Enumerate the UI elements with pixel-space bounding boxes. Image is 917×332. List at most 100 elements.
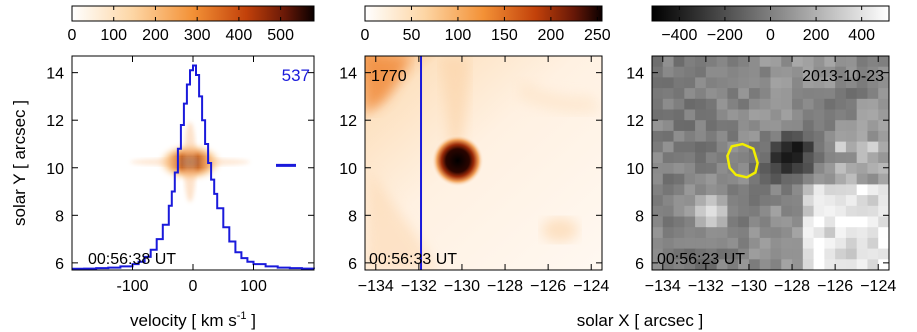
- magnetogram-pixel: [781, 173, 793, 185]
- magnetogram-pixel: [673, 98, 685, 111]
- magnetogram-pixel: [695, 98, 707, 111]
- magnetogram-pixel: [716, 120, 729, 132]
- magnetogram-pixel: [652, 237, 664, 250]
- magnetogram-pixel: [867, 120, 879, 132]
- magnetogram-pixel: [759, 237, 772, 250]
- magnetogram-pixel: [792, 163, 804, 175]
- magnetogram-pixel: [652, 56, 664, 68]
- magnetogram-pixel: [738, 152, 750, 164]
- magnetogram-pixel: [695, 184, 707, 196]
- magnetogram-pixel: [673, 130, 685, 143]
- magnetogram-pixel: [770, 259, 782, 270]
- magnetogram-pixel: [695, 216, 707, 228]
- magnetogram-pixel: [684, 163, 696, 175]
- magnetogram-pixel: [770, 109, 782, 121]
- magnetogram-pixel: [835, 205, 847, 218]
- magnetogram-pixel: [684, 205, 696, 218]
- magnetogram-pixel: [673, 237, 685, 250]
- magnetogram-pixel: [781, 56, 793, 68]
- magnetogram-pixel: [835, 173, 847, 185]
- magnetogram-pixel: [867, 98, 879, 111]
- magnetogram-pixel: [813, 237, 825, 250]
- magnetogram-pixel: [878, 88, 889, 100]
- magnetogram-pixel: [792, 141, 804, 153]
- magnetogram-pixel: [759, 77, 772, 89]
- magnetogram-pixel: [652, 120, 664, 132]
- magnetogram-pixel: [813, 120, 825, 132]
- magnetogram-pixel: [802, 163, 815, 175]
- magnetogram-pixel: [695, 152, 707, 164]
- magnetogram-pixel: [867, 248, 879, 260]
- colorbar-tick-label: 250: [584, 27, 611, 44]
- magnetogram-pixel: [695, 56, 707, 68]
- magnetogram-pixel: [759, 152, 772, 164]
- magnetogram-pixel: [652, 152, 664, 164]
- magnetogram-pixel: [802, 88, 815, 100]
- x-tick-label: −130: [444, 278, 480, 295]
- magnetogram-pixel: [835, 141, 847, 153]
- x-tick-label: 100: [240, 278, 267, 295]
- magnetogram-pixel: [781, 88, 793, 100]
- magnetogram-pixel: [695, 205, 707, 218]
- colorbar-left: [71, 5, 315, 22]
- y-tick-label: 10: [626, 161, 644, 178]
- magnetogram-pixel: [867, 173, 879, 185]
- magnetogram-pixel: [781, 109, 793, 121]
- magnetogram-pixel: [716, 173, 729, 185]
- colorbar-tick-label: 0: [766, 27, 775, 44]
- magnetogram-pixel: [759, 120, 772, 132]
- magnetogram-pixel: [652, 205, 664, 218]
- magnetogram-pixel: [684, 141, 696, 153]
- magnetogram-pixel: [878, 184, 889, 196]
- panel-label-middle: 1770: [371, 68, 407, 85]
- magnetogram-pixel: [684, 120, 696, 132]
- magnetogram-pixel: [878, 56, 889, 68]
- magnetogram-pixel: [878, 227, 889, 239]
- magnetogram-pixel: [716, 163, 729, 175]
- magnetogram-pixel: [802, 152, 815, 164]
- magnetogram-pixel: [824, 227, 836, 239]
- magnetogram-pixel: [802, 98, 815, 111]
- magnetogram-pixel: [716, 77, 729, 89]
- y-tick-label: 8: [348, 208, 357, 225]
- magnetogram-pixel: [716, 66, 729, 78]
- magnetogram-pixel: [748, 152, 761, 164]
- magnetogram-pixel: [824, 130, 836, 143]
- magnetogram-pixel: [716, 152, 729, 164]
- magnetogram-pixel: [867, 237, 879, 250]
- magnetogram-pixel: [781, 163, 793, 175]
- magnetogram-pixel: [824, 98, 836, 111]
- magnetogram-pixel: [878, 237, 889, 250]
- magnetogram-pixel: [652, 88, 664, 100]
- magnetogram-pixel: [705, 227, 718, 239]
- magnetogram-pixel: [759, 173, 772, 185]
- magnetogram-pixel: [748, 163, 761, 175]
- magnetogram-pixel: [727, 77, 739, 89]
- magnetogram-pixel: [824, 205, 836, 218]
- magnetogram-pixel: [673, 205, 685, 218]
- y-tick-label: 8: [635, 208, 644, 225]
- magnetogram-pixel: [802, 77, 815, 89]
- brightening-kernel: [431, 134, 484, 187]
- magnetogram-pixel: [856, 152, 869, 164]
- magnetogram-pixel: [705, 237, 718, 250]
- magnetogram-pixel: [845, 88, 858, 100]
- magnetogram-pixel: [705, 259, 718, 270]
- magnetogram-pixel: [878, 98, 889, 111]
- x-axis-label-middle: solar X [ arcsec ]: [577, 311, 704, 330]
- magnetogram-pixel: [673, 56, 685, 68]
- magnetogram-pixel: [856, 109, 869, 121]
- magnetogram-pixel: [748, 173, 761, 185]
- magnetogram-pixel: [705, 88, 718, 100]
- magnetogram-pixel: [716, 205, 729, 218]
- magnetogram-pixel: [856, 77, 869, 89]
- x-tick-label: −134: [358, 278, 394, 295]
- magnetogram-pixel: [662, 205, 675, 218]
- magnetogram-pixel: [748, 120, 761, 132]
- magnetogram-pixel: [662, 120, 675, 132]
- magnetogram-pixel: [695, 237, 707, 250]
- magnetogram-pixel: [845, 163, 858, 175]
- magnetogram-pixel: [652, 216, 664, 228]
- magnetogram-pixel: [738, 184, 750, 196]
- magnetogram-pixel: [845, 77, 858, 89]
